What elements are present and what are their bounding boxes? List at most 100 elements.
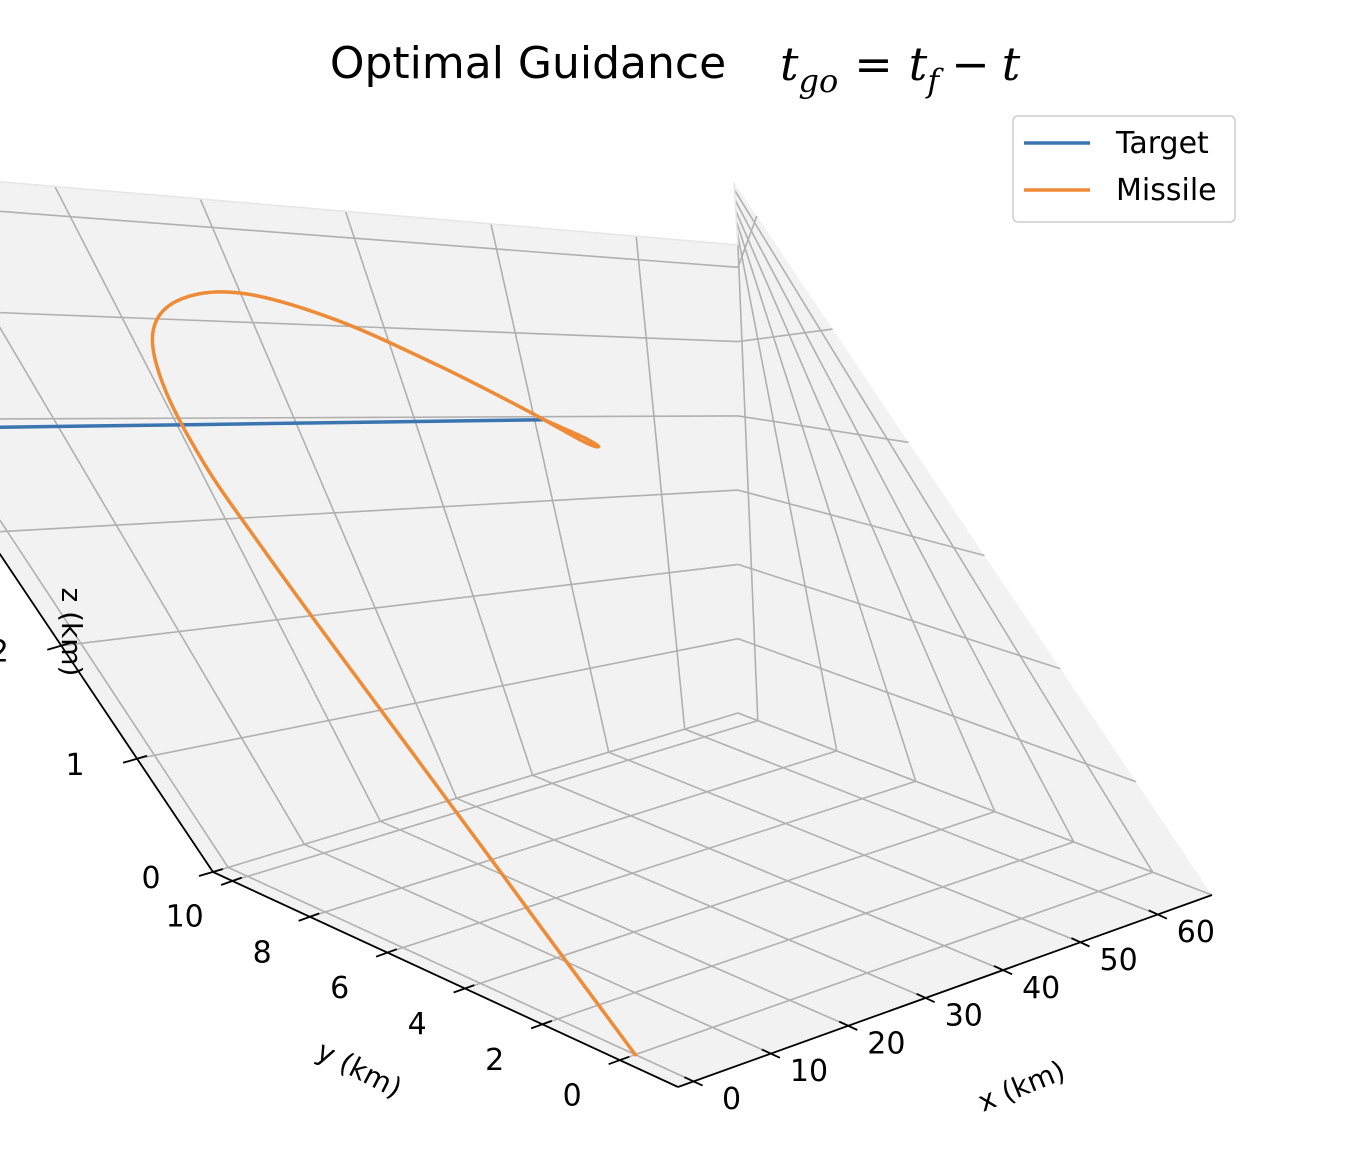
grid-line-z-xz xyxy=(0,415,739,420)
y-tick-label: 8 xyxy=(253,935,272,970)
grid-line-z-xz xyxy=(0,489,739,533)
axes-panes xyxy=(0,181,1212,1087)
x-axis-label: x (km) xyxy=(973,1054,1070,1119)
z-tick-mark xyxy=(122,754,148,764)
y-tick-mark xyxy=(453,984,475,994)
grid-line-x-wall xyxy=(490,223,610,753)
grid-line-y-wall xyxy=(735,210,996,812)
z-tick-label: 1 xyxy=(66,748,85,783)
x-tick-mark xyxy=(993,965,1013,976)
grid-line-z-xz xyxy=(0,311,739,343)
grid-line-x-floor xyxy=(227,866,694,1083)
series-line-target xyxy=(0,417,546,430)
z-tick-mark xyxy=(198,868,224,877)
title-math-lhs-sub: go xyxy=(799,62,839,100)
grid-line-y-floor xyxy=(464,810,996,990)
pane-back-xz xyxy=(0,181,738,872)
y-tick-mark xyxy=(375,948,398,958)
grid-line-z-xz xyxy=(0,210,739,269)
grid-line-x-wall xyxy=(0,326,305,845)
y-tick-label: 10 xyxy=(166,900,204,935)
grid-line-z-xz xyxy=(212,712,739,873)
grid-line-y-wall xyxy=(737,242,759,721)
title-math-minus: − xyxy=(951,37,990,91)
x-tick-label: 0 xyxy=(722,1082,741,1117)
grid-line-z-yz xyxy=(737,563,1061,670)
axes-lines xyxy=(0,552,1213,1088)
grid-line-y-wall xyxy=(733,189,1154,873)
title-math-rhs-base: t xyxy=(909,37,928,91)
grid-line-x-floor xyxy=(608,751,1081,944)
title-math-equals: = xyxy=(854,37,893,91)
z-tick-label: 0 xyxy=(141,861,160,896)
series-layer xyxy=(0,290,638,1057)
y-tick-label: 0 xyxy=(563,1079,582,1114)
z-axis-line xyxy=(0,552,214,873)
grid-line-x-floor xyxy=(380,820,849,1027)
grid-line-y-floor xyxy=(542,841,1075,1026)
grid-line-y-floor xyxy=(232,719,759,882)
series-line-missile xyxy=(150,290,638,1057)
pane-top-edge xyxy=(733,181,739,246)
z-tick-label: 2 xyxy=(0,635,9,670)
x-axis-line xyxy=(677,894,1213,1088)
y-tick-mark xyxy=(530,1020,553,1030)
grid-line-z-yz xyxy=(737,215,758,268)
y-axis-line xyxy=(212,871,679,1088)
grid-line-x-wall xyxy=(199,198,458,799)
title-math-rhs-end: t xyxy=(1002,37,1021,91)
chart-title-text: Optimal Guidance xyxy=(330,38,726,89)
y-tick-label: 4 xyxy=(408,1007,427,1042)
x-tick-label: 60 xyxy=(1177,915,1215,950)
pane-top-edge xyxy=(0,180,739,246)
x-tick-label: 50 xyxy=(1100,943,1138,978)
grid-line-z-yz xyxy=(737,415,909,444)
grid-line-x-wall xyxy=(635,236,686,730)
chart-title: Optimal Guidance tgo = tf − t xyxy=(330,37,1021,100)
grid-line-x-floor xyxy=(532,774,1004,971)
grid-line-y-wall xyxy=(736,231,838,752)
grid-line-z-yz xyxy=(737,637,1137,783)
x-tick-mark xyxy=(684,1076,703,1087)
chart-title-math: tgo = tf − t xyxy=(780,37,1021,100)
grid-line-y-wall xyxy=(734,200,1075,843)
legend: Target Missile xyxy=(1012,115,1236,223)
x-tick-mark xyxy=(916,992,936,1004)
x-tick-label: 30 xyxy=(945,999,983,1034)
y-tick-mark xyxy=(298,912,320,922)
grid-line-x-floor xyxy=(303,843,772,1055)
grid-line-z-yz xyxy=(737,328,833,343)
grid-line-y-floor xyxy=(619,871,1154,1061)
x-tick-mark xyxy=(1148,909,1168,920)
title-math-rhs-sub: f xyxy=(925,62,944,100)
grid-line-y-floor xyxy=(387,780,917,954)
y-axis-label: y (km) xyxy=(311,1034,407,1105)
x-tick-mark xyxy=(1071,937,1090,948)
axes-ticks: 010203040506002468100123456 xyxy=(0,635,1215,1117)
grid-line-z-xz xyxy=(61,563,739,647)
y-tick-mark xyxy=(608,1055,630,1066)
grid-line-z-yz xyxy=(737,489,985,557)
x-tick-label: 40 xyxy=(1022,971,1060,1006)
legend-label-target: Target xyxy=(1115,126,1209,161)
x-tick-label: 10 xyxy=(790,1054,828,1089)
grid-line-x-wall xyxy=(344,211,534,776)
grid-line-y-floor xyxy=(309,750,838,918)
grid-line-z-xz xyxy=(136,637,739,760)
y-tick-label: 2 xyxy=(485,1043,504,1078)
z-tick-mark xyxy=(47,641,72,651)
pane-floor xyxy=(213,713,1212,1087)
title-math-lhs-base: t xyxy=(780,37,799,91)
grid-line-z-yz xyxy=(737,712,1213,896)
grid-line-x-floor xyxy=(456,797,927,999)
x-tick-label: 20 xyxy=(867,1026,905,1061)
grid-line-x-wall xyxy=(0,518,229,868)
grid-line-y-wall xyxy=(735,221,917,782)
y-tick-label: 6 xyxy=(330,971,349,1006)
pane-back-yz xyxy=(734,182,1212,895)
y-tick-mark xyxy=(220,876,243,886)
axes-grid xyxy=(0,180,1213,1083)
grid-line-x-floor xyxy=(684,728,1159,916)
x-tick-mark xyxy=(838,1020,858,1031)
